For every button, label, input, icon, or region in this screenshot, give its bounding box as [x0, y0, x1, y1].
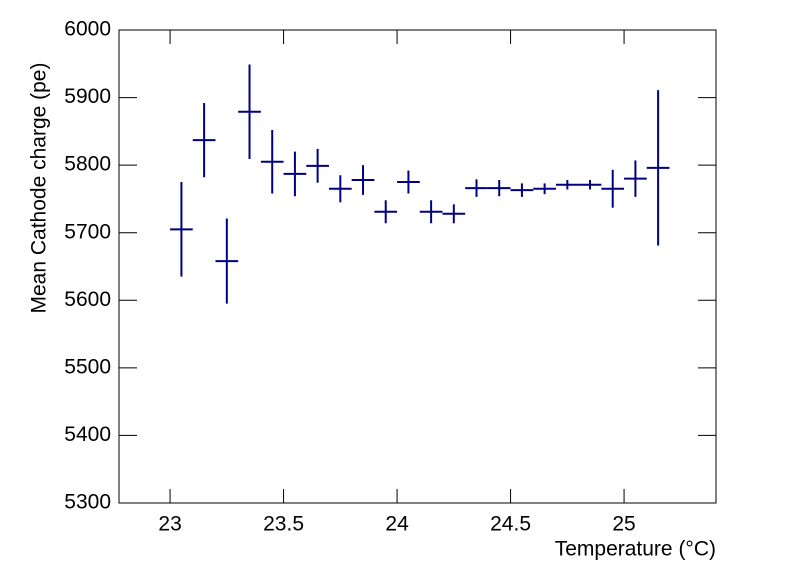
- x-axis-title: Temperature (°C): [555, 538, 716, 561]
- x-tick-label: 24: [385, 513, 409, 536]
- plot-frame: [118, 29, 717, 504]
- y-tick-label: 5800: [64, 153, 111, 176]
- y-tick-label: 5700: [64, 220, 111, 243]
- x-tick-label: 23: [158, 513, 181, 536]
- x-tick-label: 23.5: [263, 513, 304, 536]
- y-tick-label: 5500: [64, 355, 111, 378]
- y-tick-label: 5900: [64, 85, 111, 108]
- y-axis-title: Mean Cathode charge (pe): [28, 63, 51, 314]
- y-tick-label: 5400: [64, 423, 111, 446]
- x-tick-label: 25: [612, 513, 635, 536]
- y-tick-label: 5600: [64, 288, 111, 311]
- y-tick-label: 5300: [64, 491, 111, 514]
- y-tick-label: 6000: [64, 18, 111, 41]
- x-tick-label: 24.5: [490, 513, 531, 536]
